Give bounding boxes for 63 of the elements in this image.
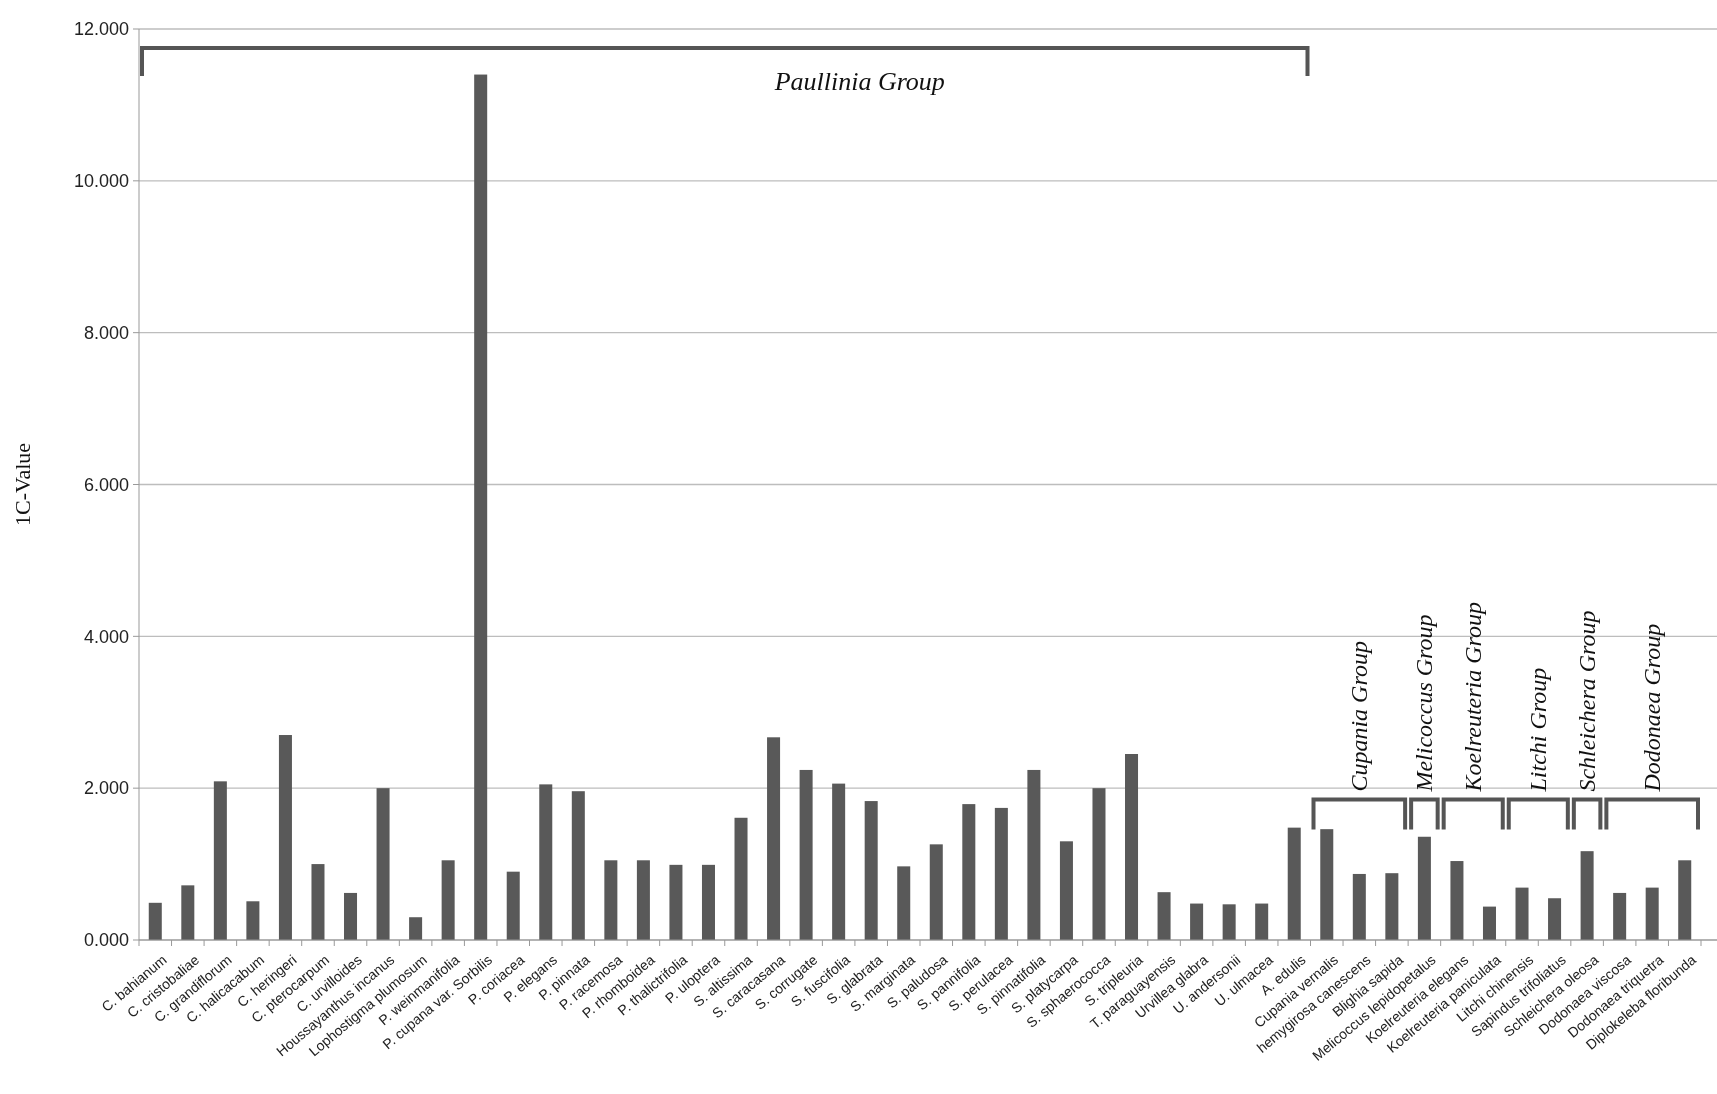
annotation: Litchi Group: [1525, 667, 1552, 793]
bar: [1125, 754, 1139, 940]
bar: [669, 864, 683, 940]
bar: [1482, 906, 1496, 940]
bar: [1645, 887, 1659, 940]
y-axis-title: 1C-Value: [10, 442, 35, 527]
annotation: Schleichera Group: [1574, 610, 1601, 792]
bar: [539, 784, 553, 940]
bar: [246, 901, 260, 940]
bar: [1385, 873, 1399, 940]
bar: [1059, 841, 1073, 940]
bar: [1515, 887, 1529, 940]
bar: [1450, 861, 1464, 940]
bar: [832, 783, 846, 940]
bar: [441, 860, 455, 940]
bar: [344, 892, 358, 940]
bar: [1255, 903, 1269, 940]
bar: [929, 844, 943, 940]
bar: [1027, 769, 1041, 940]
bar: [994, 807, 1008, 940]
bar: [864, 801, 878, 940]
annotation: Dodonaea Group: [1639, 623, 1666, 793]
bar: [1157, 892, 1171, 940]
bar: [1092, 788, 1106, 940]
bar: [897, 866, 911, 940]
bar: [701, 864, 715, 940]
y-tick-label: 4.000: [83, 626, 129, 647]
bar: [181, 885, 195, 940]
bar: [636, 860, 650, 940]
bar: [1287, 827, 1301, 940]
bar: [1417, 836, 1431, 940]
bar: [571, 791, 585, 940]
bar: [1613, 892, 1627, 940]
annotation: Melicoccus Group: [1411, 614, 1438, 793]
bar: [1190, 903, 1204, 940]
annotation: Koelreuteria Group: [1460, 602, 1487, 793]
bar: [1548, 898, 1562, 940]
bar: [1222, 904, 1236, 940]
y-tick-label: 12.000: [73, 19, 129, 40]
bar: [1320, 829, 1334, 940]
annotation: Cupania Group: [1346, 641, 1373, 792]
annotation: Paullinia Group: [773, 66, 945, 96]
bar: [734, 817, 748, 940]
bar: [278, 735, 292, 940]
bar: [1580, 851, 1594, 940]
bar: [213, 781, 227, 940]
y-tick-label: 10.000: [73, 171, 129, 192]
bar: [1352, 873, 1366, 940]
y-tick-label: 8.000: [83, 322, 129, 343]
y-tick-label: 0.000: [83, 930, 129, 951]
bar: [1678, 860, 1692, 940]
bar: [409, 917, 423, 940]
y-tick-label: 6.000: [83, 474, 129, 495]
bar: [962, 804, 976, 940]
bar: [767, 737, 781, 940]
bar: [148, 902, 162, 940]
bar: [506, 871, 520, 940]
y-tick-label: 2.000: [83, 778, 129, 799]
bar: [604, 860, 618, 940]
bar: [474, 74, 488, 940]
bar: [799, 769, 813, 940]
bar: [376, 788, 390, 940]
bar: [311, 864, 325, 940]
